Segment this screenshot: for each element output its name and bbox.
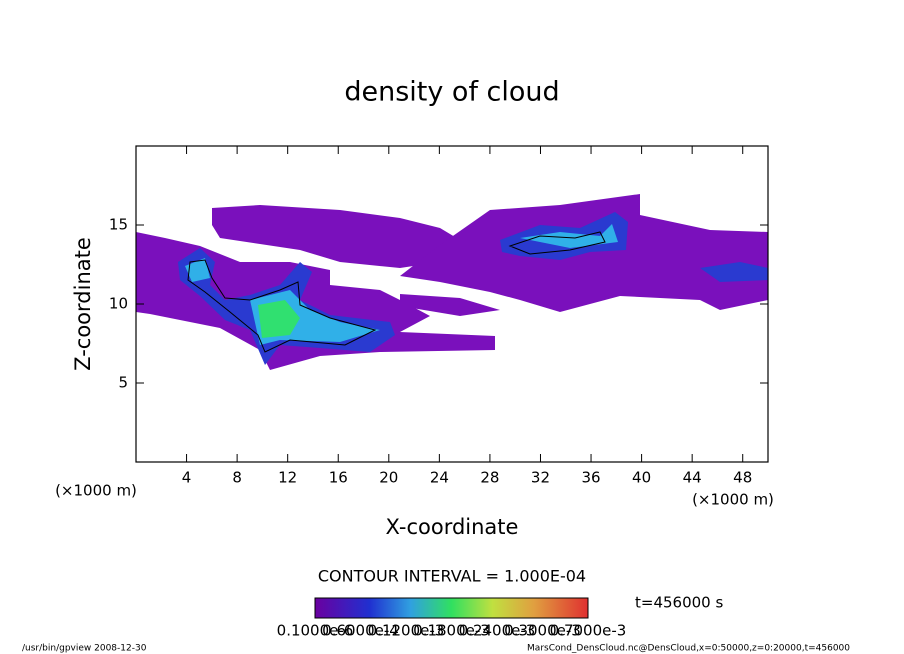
- x-unit-label: (×1000 m): [692, 491, 774, 509]
- colorbar-label: 0.7000e-3: [550, 622, 627, 640]
- y-tick-label: 5: [118, 374, 128, 392]
- x-tick-label: 24: [430, 469, 449, 487]
- x-tick-label: 36: [581, 469, 600, 487]
- x-tick-label: 4: [182, 469, 192, 487]
- x-tick-label: 48: [733, 469, 752, 487]
- colorbar-label: 0.1200e-3: [368, 622, 445, 640]
- contour-interval: CONTOUR INTERVAL = 1.000E-04: [318, 567, 586, 586]
- y-tick-label: 10: [109, 295, 128, 313]
- x-tick-label: 44: [683, 469, 702, 487]
- colorbar-label: 0.3000e-3: [504, 622, 581, 640]
- colorbar-label: 0.2400e-3: [459, 622, 536, 640]
- x-tick-label: 20: [379, 469, 398, 487]
- colorbar-label: 0.1800e-3: [413, 622, 490, 640]
- colorbar: [314, 597, 589, 619]
- x-tick-label: 28: [480, 469, 499, 487]
- x-unit-label: (×1000 m): [55, 482, 137, 500]
- x-tick-label: 8: [232, 469, 242, 487]
- x-axis-label: X-coordinate: [386, 515, 519, 539]
- colorbar-label: 0.1000e-6: [277, 622, 354, 640]
- footer-right: MarsCond_DensCloud.nc@DensCloud,x=0:5000…: [527, 644, 850, 654]
- footer-left: /usr/bin/gpview 2008-12-30: [22, 644, 147, 654]
- chart-title: density of cloud: [344, 77, 559, 108]
- x-tick-label: 40: [632, 469, 651, 487]
- time-label: t=456000 s: [635, 594, 723, 612]
- y-tick-label: 15: [109, 216, 128, 234]
- x-tick-label: 32: [531, 469, 550, 487]
- y-axis-label: Z-coordinate: [71, 237, 95, 371]
- colorbar-label: 0.6000e-4: [322, 622, 399, 640]
- x-tick-label: 16: [329, 469, 348, 487]
- x-tick-label: 12: [278, 469, 297, 487]
- field: [136, 194, 768, 370]
